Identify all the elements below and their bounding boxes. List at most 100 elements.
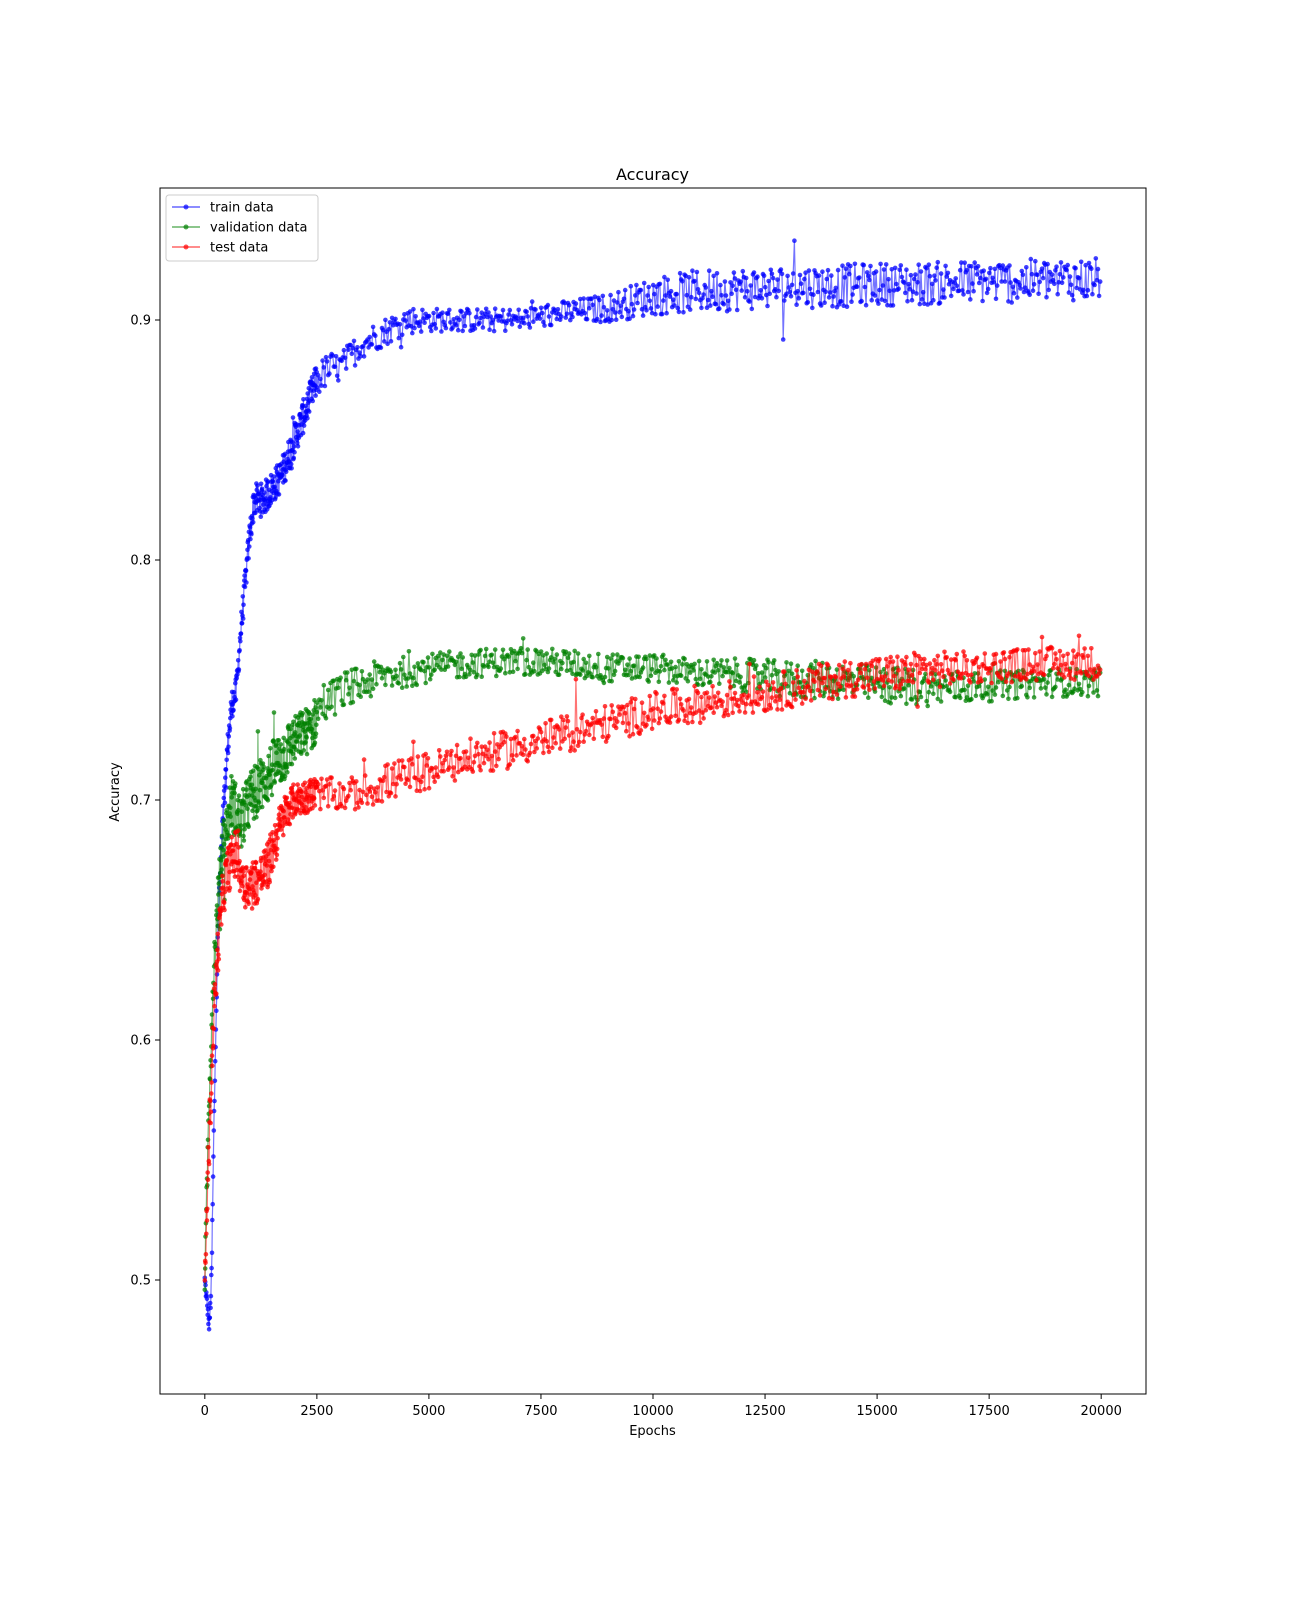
data-point: [209, 1080, 214, 1085]
data-point: [626, 672, 631, 678]
data-point: [890, 659, 896, 664]
data-point: [343, 677, 349, 683]
data-point: [962, 653, 967, 659]
data-point: [240, 594, 246, 599]
data-point: [768, 267, 774, 273]
data-point: [766, 659, 771, 665]
data-point: [545, 302, 551, 308]
data-point: [599, 722, 604, 727]
data-point: [646, 679, 651, 684]
data-point: [236, 845, 241, 850]
data-point: [333, 354, 339, 359]
data-point: [1089, 646, 1094, 651]
data-point: [697, 676, 703, 682]
data-point: [506, 654, 511, 659]
data-point: [357, 350, 362, 356]
data-point: [788, 294, 794, 299]
data-point: [1011, 290, 1017, 296]
data-point: [935, 696, 941, 702]
data-point: [745, 289, 750, 294]
data-point: [334, 373, 340, 379]
series-markers: [202, 238, 1103, 1332]
data-point: [373, 333, 378, 339]
data-point: [1065, 262, 1070, 268]
data-point: [268, 847, 274, 853]
data-point: [411, 306, 416, 312]
data-point: [618, 303, 623, 309]
data-point: [925, 703, 930, 709]
data-point: [810, 305, 815, 311]
data-point: [248, 774, 253, 780]
data-point: [563, 725, 569, 730]
data-point: [908, 272, 914, 278]
data-point: [414, 682, 420, 688]
data-point: [818, 663, 824, 669]
data-point: [361, 354, 367, 359]
data-point: [233, 697, 239, 702]
data-point: [658, 709, 664, 714]
data-point: [711, 657, 716, 663]
data-point: [399, 332, 405, 338]
data-point: [606, 666, 611, 671]
data-point: [724, 692, 730, 698]
data-point: [459, 666, 464, 672]
data-point: [648, 306, 654, 311]
data-point: [591, 736, 597, 742]
data-point: [392, 761, 397, 766]
data-point: [253, 893, 258, 898]
data-point: [905, 299, 910, 304]
data-point: [485, 747, 490, 753]
data-point: [597, 297, 602, 303]
data-point: [364, 792, 369, 798]
data-point: [274, 846, 280, 852]
data-point: [290, 440, 296, 445]
data-point: [261, 764, 266, 770]
data-point: [354, 779, 359, 784]
data-point: [269, 868, 274, 874]
data-point: [1017, 672, 1022, 677]
data-point: [1064, 267, 1069, 273]
data-point: [1066, 672, 1072, 678]
data-point: [573, 301, 579, 306]
data-point: [946, 281, 952, 287]
data-point: [924, 265, 929, 271]
data-point: [988, 666, 993, 671]
data-point: [631, 663, 637, 668]
data-point: [385, 762, 390, 767]
data-point: [1052, 281, 1057, 287]
data-point: [1033, 650, 1038, 656]
data-point: [572, 748, 577, 753]
data-point: [612, 716, 618, 721]
data-point: [700, 710, 705, 715]
data-point: [321, 795, 327, 801]
data-point: [978, 275, 983, 281]
data-point: [942, 295, 947, 300]
data-point: [631, 706, 637, 712]
data-point: [751, 674, 757, 679]
data-point: [487, 740, 492, 745]
data-point: [938, 699, 944, 704]
data-point: [737, 680, 742, 685]
data-point: [399, 685, 405, 690]
data-point: [492, 749, 498, 754]
data-point: [240, 869, 246, 874]
data-point: [626, 721, 631, 726]
data-point: [833, 285, 839, 291]
data-point: [291, 719, 296, 725]
data-point: [278, 742, 284, 747]
data-point: [862, 666, 868, 672]
data-point: [374, 682, 379, 687]
data-point: [672, 691, 677, 696]
data-point: [1077, 686, 1083, 692]
data-point: [243, 802, 248, 808]
data-point: [838, 684, 843, 689]
data-point: [933, 668, 938, 673]
data-point: [440, 310, 445, 316]
data-point: [204, 1218, 210, 1223]
data-point: [845, 667, 851, 673]
data-point: [631, 307, 637, 312]
data-point: [1086, 260, 1092, 266]
data-point: [290, 415, 296, 420]
data-point: [323, 354, 329, 360]
